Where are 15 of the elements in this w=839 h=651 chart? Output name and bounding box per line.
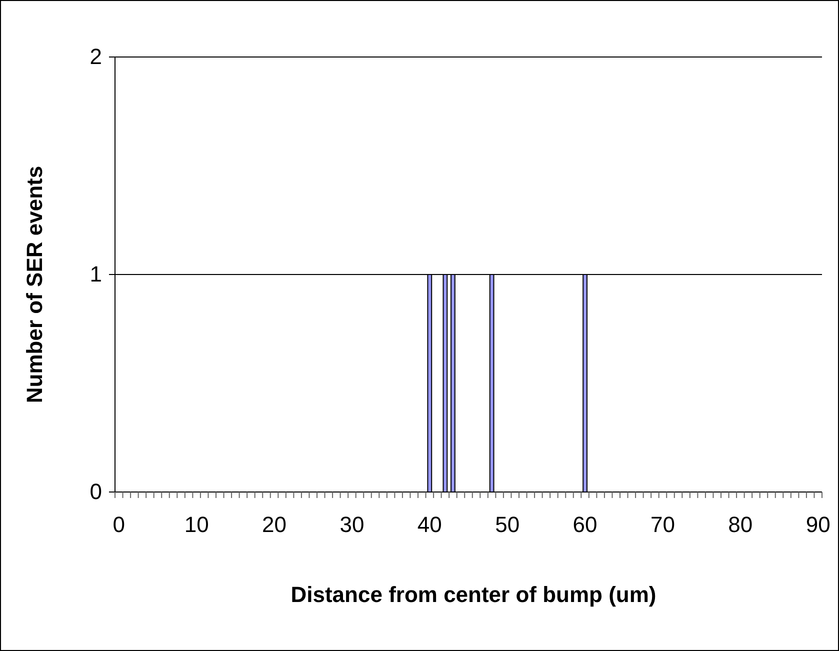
x-tick-label: 30 [340,512,364,537]
x-tick-label: 60 [572,512,598,537]
y-tick-label: 1 [90,262,102,287]
x-tick-label: 90 [806,512,830,537]
x-tick-label: 20 [262,512,287,537]
x-tick-label: 80 [728,512,753,537]
x-axis-title: Distance from center of bump (um) [290,582,656,607]
y-tick-label: 2 [90,44,102,70]
x-tick-label: 70 [650,512,675,537]
x-tick-label: 0 [112,512,126,537]
x-tick-label: 50 [495,512,520,537]
x-tick-label: 40 [417,512,442,537]
y-axis-title: Number of SER events [22,166,47,404]
x-tick-label: 10 [184,512,209,537]
y-tick-label: 0 [90,479,102,504]
